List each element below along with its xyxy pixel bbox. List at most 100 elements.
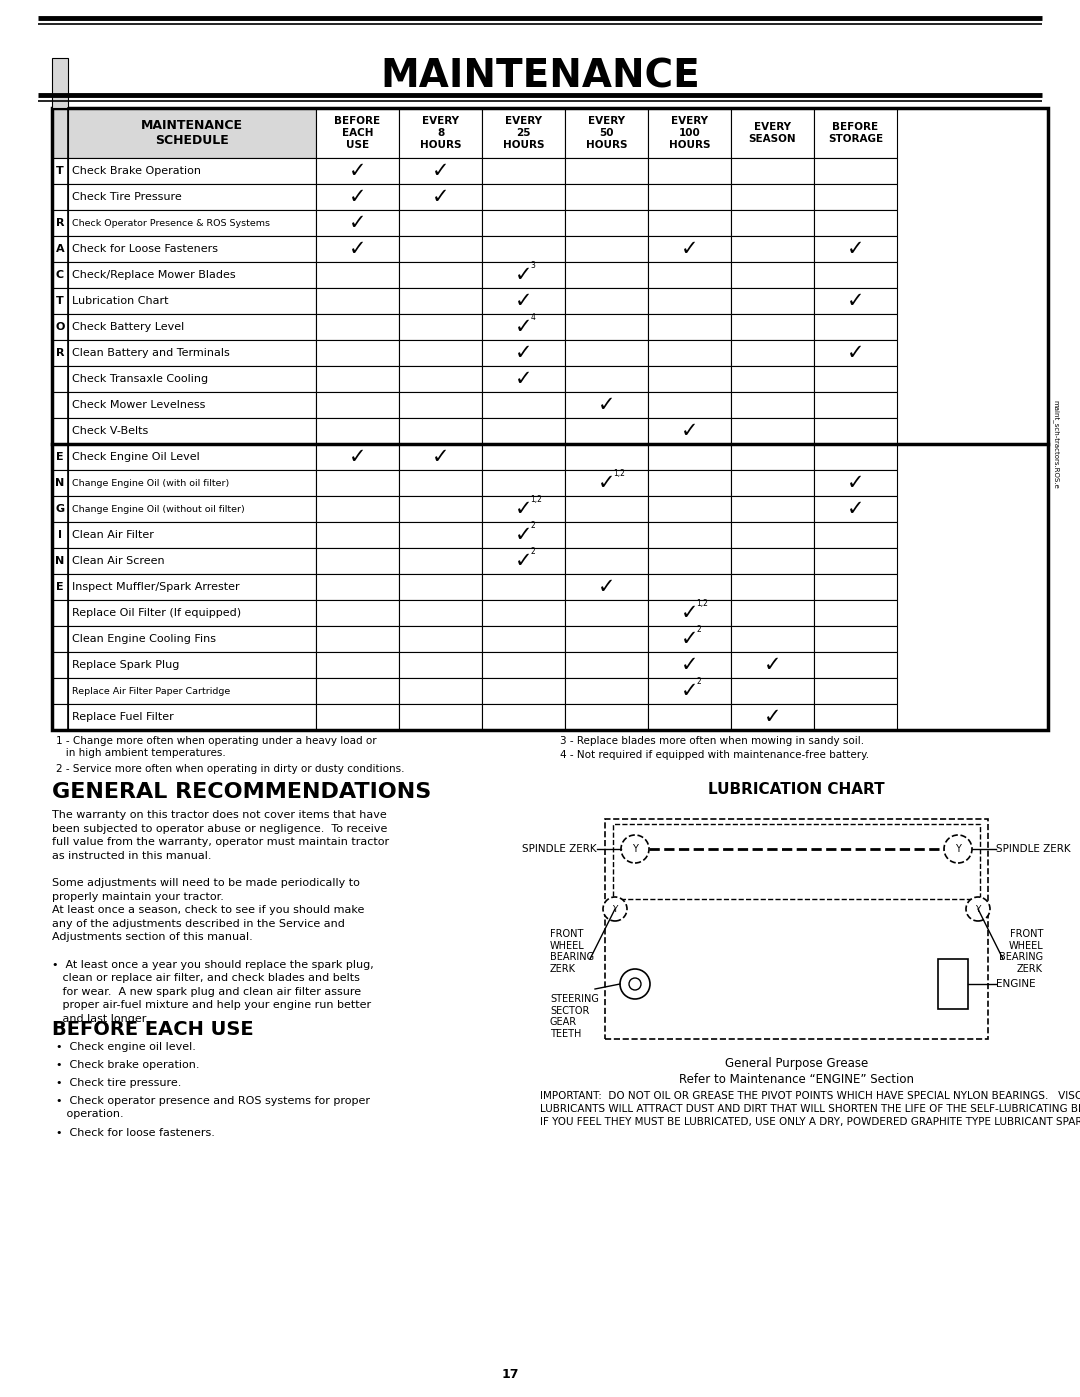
Bar xyxy=(316,366,399,393)
Bar xyxy=(814,314,897,339)
Text: Change Engine Oil (with oil filter): Change Engine Oil (with oil filter) xyxy=(72,479,229,488)
Bar xyxy=(648,548,731,574)
Bar xyxy=(68,599,316,626)
Text: C: C xyxy=(56,270,64,279)
Bar xyxy=(316,314,399,339)
Text: ✓: ✓ xyxy=(680,239,699,258)
Bar xyxy=(482,108,565,158)
Bar xyxy=(731,469,814,496)
Bar xyxy=(52,108,1048,731)
Bar xyxy=(316,210,399,236)
Bar xyxy=(565,418,648,444)
Bar xyxy=(482,263,565,288)
Bar xyxy=(565,652,648,678)
Bar xyxy=(52,599,68,626)
Text: maint_sch-tractors.ROS.e: maint_sch-tractors.ROS.e xyxy=(1053,400,1059,489)
Text: Replace Air Filter Paper Cartridge: Replace Air Filter Paper Cartridge xyxy=(72,686,230,696)
Circle shape xyxy=(629,978,642,990)
Text: Y: Y xyxy=(975,904,981,914)
Text: •  Check operator presence and ROS systems for proper
   operation.: • Check operator presence and ROS system… xyxy=(56,1097,370,1119)
Bar xyxy=(68,678,316,704)
Text: ✓: ✓ xyxy=(515,344,532,363)
Bar xyxy=(648,108,731,158)
Text: FRONT
WHEEL
BEARING
ZERK: FRONT WHEEL BEARING ZERK xyxy=(999,929,1043,974)
Bar xyxy=(648,314,731,339)
Bar xyxy=(68,158,316,184)
Bar xyxy=(814,444,897,469)
Bar xyxy=(399,574,482,599)
Text: GENERAL RECOMMENDATIONS: GENERAL RECOMMENDATIONS xyxy=(52,782,431,802)
Bar xyxy=(814,599,897,626)
Bar xyxy=(399,599,482,626)
Text: I: I xyxy=(58,529,62,541)
Bar xyxy=(316,522,399,548)
Text: Replace Oil Filter (If equipped): Replace Oil Filter (If equipped) xyxy=(72,608,241,617)
Bar xyxy=(52,210,68,236)
Text: 3: 3 xyxy=(530,261,536,270)
Bar xyxy=(648,469,731,496)
Bar xyxy=(731,158,814,184)
Text: 1,2: 1,2 xyxy=(697,599,708,608)
Bar xyxy=(731,704,814,731)
Bar xyxy=(565,158,648,184)
Text: G: G xyxy=(55,504,65,514)
Text: General Purpose Grease: General Purpose Grease xyxy=(725,1058,868,1070)
Text: 2: 2 xyxy=(697,678,701,686)
Text: ✓: ✓ xyxy=(432,447,449,467)
Bar xyxy=(52,366,68,393)
Bar xyxy=(482,210,565,236)
Bar xyxy=(52,469,68,496)
Bar xyxy=(399,314,482,339)
Bar xyxy=(565,393,648,418)
Text: ✓: ✓ xyxy=(515,525,532,545)
Bar xyxy=(731,393,814,418)
Bar xyxy=(648,339,731,366)
Circle shape xyxy=(603,897,627,921)
Bar xyxy=(482,599,565,626)
Bar xyxy=(565,522,648,548)
Bar xyxy=(814,522,897,548)
Bar xyxy=(399,339,482,366)
Circle shape xyxy=(620,970,650,999)
Text: ✓: ✓ xyxy=(764,655,781,675)
Bar xyxy=(399,158,482,184)
Bar xyxy=(482,184,565,210)
Bar xyxy=(648,184,731,210)
Bar xyxy=(482,678,565,704)
Text: ✓: ✓ xyxy=(515,317,532,337)
Text: SPINDLE ZERK: SPINDLE ZERK xyxy=(523,844,597,854)
Bar xyxy=(565,288,648,314)
Text: Check Tire Pressure: Check Tire Pressure xyxy=(72,191,181,203)
Bar xyxy=(52,626,68,652)
Bar xyxy=(648,366,731,393)
Bar xyxy=(399,522,482,548)
Bar xyxy=(399,496,482,522)
Bar xyxy=(565,599,648,626)
Bar xyxy=(814,574,897,599)
Bar xyxy=(482,444,565,469)
Bar xyxy=(52,184,68,210)
Text: Check Battery Level: Check Battery Level xyxy=(72,321,185,332)
Bar xyxy=(68,444,316,469)
Bar xyxy=(68,548,316,574)
Text: Clean Engine Cooling Fins: Clean Engine Cooling Fins xyxy=(72,634,216,644)
Bar xyxy=(482,574,565,599)
Bar xyxy=(52,236,68,263)
Text: ✓: ✓ xyxy=(597,474,616,493)
Bar xyxy=(68,469,316,496)
Text: E: E xyxy=(56,583,64,592)
Bar xyxy=(731,444,814,469)
Bar xyxy=(52,418,68,444)
Bar xyxy=(731,263,814,288)
Bar xyxy=(52,393,68,418)
Bar xyxy=(399,236,482,263)
Text: ✓: ✓ xyxy=(597,577,616,597)
Bar xyxy=(316,184,399,210)
Bar xyxy=(482,626,565,652)
Text: Y: Y xyxy=(632,844,638,854)
Bar xyxy=(565,184,648,210)
Bar xyxy=(316,236,399,263)
Bar xyxy=(399,626,482,652)
Text: BEFORE
EACH
USE: BEFORE EACH USE xyxy=(335,116,380,149)
Bar xyxy=(482,469,565,496)
